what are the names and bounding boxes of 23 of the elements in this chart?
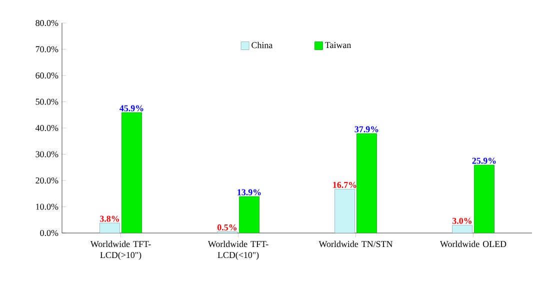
- x-tick-label: Worldwide TFT-LCD(<10"): [208, 240, 268, 260]
- y-tick-label: 20.0%: [36, 177, 58, 184]
- data-label: 3.8%: [100, 216, 119, 222]
- legend-label: China: [252, 42, 273, 48]
- data-label: 25.9%: [472, 158, 496, 164]
- data-label: 3.0%: [452, 218, 472, 224]
- data-label: 0.5%: [218, 224, 236, 230]
- y-tick-label: 50.0%: [36, 98, 58, 105]
- y-tick-label: 40.0%: [35, 124, 58, 132]
- y-tick-label: 80.0%: [36, 20, 58, 26]
- x-tick-label: Worldwide OLED: [440, 240, 506, 248]
- x-tick-label: Worldwide TN/STN: [318, 240, 393, 248]
- data-label: 16.7%: [333, 182, 356, 188]
- y-tick-label: 0.0%: [40, 230, 58, 236]
- y-tick-label: 10.0%: [36, 204, 58, 210]
- y-tick-label: 60.0%: [36, 72, 58, 79]
- data-label: 37.9%: [354, 126, 378, 132]
- y-tick-label: 30.0%: [36, 151, 58, 158]
- data-label: 13.9%: [238, 189, 261, 196]
- y-tick-label: 70.0%: [36, 46, 58, 52]
- x-tick-label: Worldwide TFT-LCD(>10"): [90, 240, 151, 260]
- data-label: 45.9%: [120, 105, 144, 112]
- legend-label: Taiwan: [325, 42, 352, 48]
